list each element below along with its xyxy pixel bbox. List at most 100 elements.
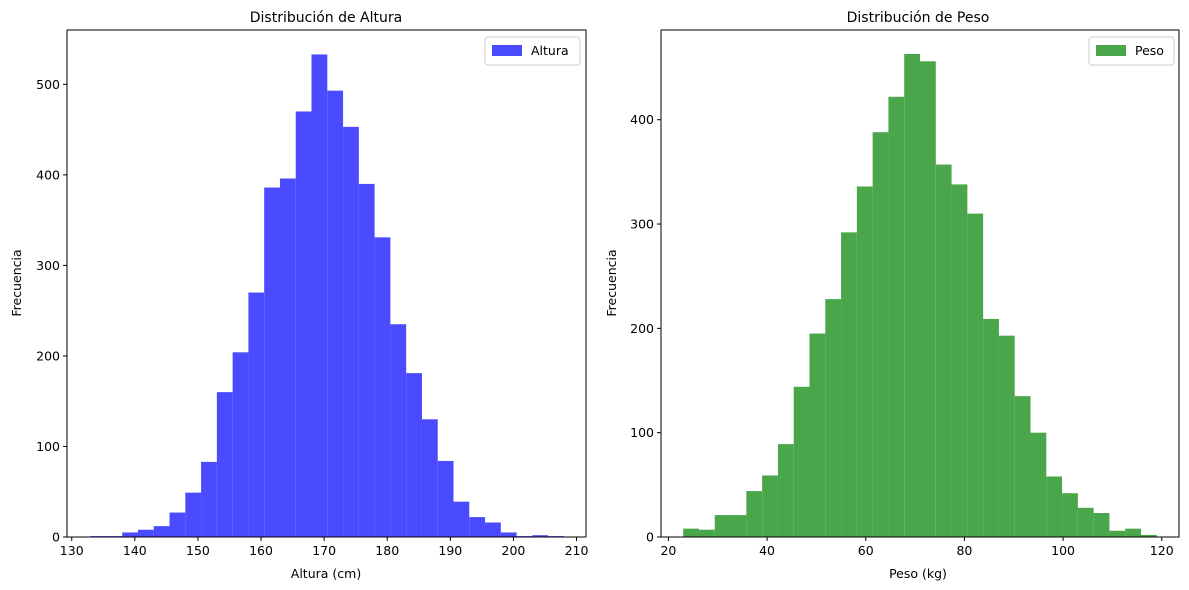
histogram-bar bbox=[137, 529, 154, 537]
histogram-bar bbox=[311, 54, 328, 537]
bars bbox=[90, 54, 564, 538]
histogram-bar bbox=[935, 164, 952, 537]
histogram-bar bbox=[967, 213, 984, 537]
x-tick-label: 190 bbox=[438, 543, 462, 558]
histogram-bar bbox=[169, 512, 186, 537]
histogram-bar bbox=[872, 132, 889, 538]
plot-frame bbox=[660, 29, 1180, 538]
peso-histogram: Distribución de Peso 20 40 60 80 100 120 0 100… bbox=[604, 10, 1180, 581]
x-tick-label: 100 bbox=[1051, 543, 1075, 558]
x-tick-label: 180 bbox=[375, 543, 399, 558]
histogram-bar bbox=[406, 373, 422, 537]
legend-frame bbox=[484, 36, 581, 66]
y-tick-label: 0 bbox=[52, 530, 60, 545]
histogram-bar bbox=[809, 333, 826, 537]
histogram-bar bbox=[469, 517, 486, 537]
histogram-bar bbox=[920, 61, 936, 538]
histogram-bar bbox=[793, 386, 810, 537]
histogram-bar bbox=[279, 178, 296, 538]
y-tick-label: 400 bbox=[630, 112, 654, 127]
histogram-bar bbox=[122, 532, 138, 537]
x-tick-label: 120 bbox=[1150, 543, 1174, 558]
histogram-bar bbox=[153, 526, 170, 537]
histogram-bar bbox=[264, 187, 280, 537]
histogram-bar bbox=[904, 53, 920, 538]
histogram-bar bbox=[746, 491, 763, 537]
histogram-bar bbox=[1030, 432, 1047, 537]
histogram-bar bbox=[295, 111, 312, 537]
histogram-bar bbox=[390, 324, 407, 537]
histogram-bar bbox=[1093, 513, 1110, 537]
histogram-bar bbox=[232, 352, 249, 537]
y-tick-label: 500 bbox=[36, 77, 60, 92]
x-tick-label: 140 bbox=[123, 543, 147, 558]
legend-swatch bbox=[492, 45, 522, 56]
histogram-bar bbox=[1109, 530, 1126, 537]
y-axis-label: Frecuencia bbox=[604, 249, 619, 316]
histogram-bar bbox=[1014, 396, 1031, 537]
histogram-bar bbox=[762, 475, 778, 537]
x-axis-ticks: 20 40 60 80 100 120 bbox=[660, 537, 1174, 558]
y-tick-label: 200 bbox=[36, 348, 60, 363]
y-tick-label: 400 bbox=[36, 167, 60, 182]
x-tick-label: 80 bbox=[956, 543, 972, 558]
legend-frame bbox=[1088, 36, 1175, 66]
y-tick-label: 100 bbox=[36, 439, 60, 454]
legend-swatch bbox=[1096, 45, 1126, 56]
x-axis-ticks: 130 140 150 160 170 180 190 200 210 bbox=[60, 537, 589, 558]
histogram-bar bbox=[343, 126, 359, 538]
histogram-bar bbox=[888, 96, 905, 538]
x-tick-label: 130 bbox=[60, 543, 84, 558]
x-axis-label: Peso (kg) bbox=[889, 566, 947, 581]
x-tick-label: 40 bbox=[759, 543, 775, 558]
histogram-bar bbox=[998, 335, 1015, 537]
histogram-bar bbox=[327, 90, 344, 537]
legend: Altura bbox=[484, 36, 581, 66]
histogram-bar bbox=[698, 529, 715, 537]
legend: Peso bbox=[1088, 36, 1175, 66]
histogram-bar bbox=[201, 461, 217, 537]
y-axis-label: Frecuencia bbox=[9, 249, 24, 316]
bars bbox=[683, 53, 1157, 538]
x-tick-label: 210 bbox=[565, 543, 589, 558]
histogram-bar bbox=[730, 515, 747, 537]
chart-title: Distribución de Peso bbox=[847, 10, 990, 26]
y-tick-label: 300 bbox=[630, 217, 654, 232]
histogram-bar bbox=[216, 392, 233, 537]
histogram-bar bbox=[825, 299, 842, 537]
histogram-bar bbox=[983, 318, 999, 537]
histogram-bar bbox=[1141, 534, 1157, 537]
histogram-bar bbox=[358, 183, 375, 537]
histogram-bar bbox=[841, 232, 857, 537]
y-tick-label: 0 bbox=[646, 530, 654, 545]
altura-histogram: Distribución de Altura 130 140 150 160 170 18… bbox=[9, 10, 589, 581]
histogram-bar bbox=[500, 532, 517, 537]
histogram-bar bbox=[421, 419, 438, 537]
histogram-bar bbox=[777, 444, 794, 537]
histogram-bar bbox=[1077, 507, 1094, 537]
x-axis-label: Altura (cm) bbox=[291, 566, 361, 581]
legend-label: Peso bbox=[1135, 43, 1164, 58]
x-tick-label: 150 bbox=[186, 543, 210, 558]
y-tick-label: 300 bbox=[36, 258, 60, 273]
y-axis-ticks: 0 100 200 300 400 bbox=[630, 112, 661, 545]
y-tick-label: 200 bbox=[630, 321, 654, 336]
x-tick-label: 60 bbox=[858, 543, 874, 558]
histogram-bar bbox=[714, 515, 731, 537]
histogram-bar bbox=[185, 492, 202, 537]
y-axis-ticks: 0 100 200 300 400 500 bbox=[36, 77, 67, 545]
histogram-bar bbox=[683, 528, 699, 537]
x-tick-label: 200 bbox=[502, 543, 526, 558]
plot-frame bbox=[66, 29, 587, 538]
histogram-bar bbox=[532, 535, 549, 537]
x-tick-label: 20 bbox=[660, 543, 676, 558]
x-tick-label: 160 bbox=[249, 543, 273, 558]
histogram-bar bbox=[1046, 476, 1063, 537]
histogram-bar bbox=[856, 186, 873, 538]
histogram-bar bbox=[1125, 528, 1142, 537]
histogram-bar bbox=[1062, 493, 1078, 537]
histogram-bar bbox=[374, 237, 391, 537]
histogram-bar bbox=[951, 184, 968, 537]
histogram-bar bbox=[248, 292, 265, 537]
y-tick-label: 100 bbox=[630, 425, 654, 440]
